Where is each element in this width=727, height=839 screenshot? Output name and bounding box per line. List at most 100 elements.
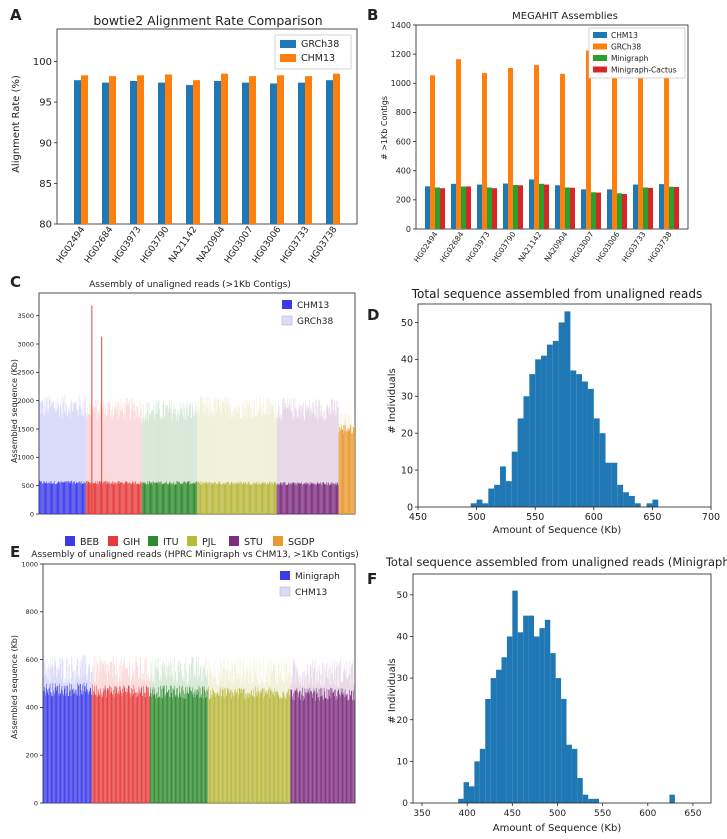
bar-pjl (254, 696, 255, 803)
bar-minigraph-cactus (544, 184, 549, 229)
bar-grch38 (267, 397, 269, 514)
bar-beb (67, 483, 68, 514)
bar-stu (289, 484, 291, 514)
bar-stu (327, 482, 329, 514)
bar-stu (345, 696, 347, 803)
bar-grch38 (248, 403, 249, 514)
bar-beb (60, 480, 62, 514)
bar-pjl (251, 484, 252, 514)
bar-itu (179, 685, 180, 803)
bar-pjl (224, 688, 225, 803)
bar-grch38 (328, 414, 329, 514)
bar-pjl (263, 698, 264, 803)
bar-grch38 (40, 414, 42, 514)
bar-pjl (240, 688, 241, 803)
bar-grch38 (191, 417, 192, 514)
bar-minigraph-cactus (518, 185, 523, 229)
bar-gih (123, 686, 125, 803)
bar-gih (116, 687, 117, 803)
bar-grch38 (199, 396, 201, 514)
bar-grch38 (159, 415, 161, 514)
bar-grch38 (122, 404, 123, 514)
bar-grch38 (39, 403, 41, 514)
bar-stu (332, 482, 334, 514)
bar-sgdp (345, 425, 346, 514)
histogram-bar (535, 359, 542, 507)
bar-minigraph-cactus (596, 192, 601, 229)
bar-pjl (207, 688, 209, 803)
bar-pjl (218, 482, 219, 514)
bar-pjl (198, 482, 200, 514)
bar-itu (183, 690, 184, 803)
bar-itu (184, 698, 186, 803)
bar-itu (192, 483, 193, 514)
y-tick-label: 800 (396, 108, 411, 117)
bar-stu (291, 483, 293, 514)
bar-gih (106, 481, 107, 514)
bar-gih (111, 482, 112, 514)
bar-gih (122, 692, 124, 803)
bar-pjl (273, 482, 275, 514)
bar-grch38 (199, 408, 201, 514)
bar-chm13 (607, 189, 612, 229)
bar-grch38 (179, 415, 180, 514)
bar-stu (348, 699, 350, 803)
bar-pjl (270, 482, 271, 514)
bar-grch38 (95, 406, 97, 514)
bar-grch38 (274, 416, 276, 514)
bar-beb (64, 482, 66, 514)
bar-grch38 (214, 81, 221, 224)
bar-stu (322, 482, 324, 514)
bar-grch38 (87, 407, 89, 514)
bar-pjl (246, 694, 247, 803)
bar-grch38 (213, 414, 214, 514)
bar-gih (108, 483, 110, 514)
bar-pjl (220, 483, 221, 514)
y-tick-label: 1000 (21, 560, 38, 568)
bar-chm13 (333, 73, 340, 224)
bar-grch38 (281, 420, 283, 514)
bar-grch38 (134, 420, 136, 514)
bar-grch38 (179, 401, 181, 514)
y-tick-label: 100 (33, 57, 52, 68)
bar-stu (282, 483, 283, 514)
bar-stu (298, 697, 299, 803)
bar-stu (291, 689, 293, 803)
population-label-stu: STU (244, 537, 263, 548)
bar-sgdp (352, 426, 354, 514)
bar-beb (87, 690, 88, 803)
bar-grch38 (173, 409, 174, 514)
bar-gih (123, 482, 125, 514)
bar-beb (54, 484, 56, 514)
bar-beb (84, 686, 85, 803)
bar-itu (170, 484, 172, 514)
bar-grch38 (278, 405, 280, 514)
bar-pjl (210, 482, 212, 514)
population-label-beb: BEB (80, 537, 99, 548)
bar-stu (307, 482, 309, 514)
bar-itu (164, 696, 166, 803)
bar-stu (347, 694, 348, 803)
bar-beb (41, 483, 43, 514)
bar-grch38 (133, 402, 134, 514)
bar-grch38 (107, 413, 109, 514)
bar-stu (276, 484, 278, 514)
bar-itu (163, 685, 164, 803)
bar-grch38 (323, 410, 325, 514)
bar-stu (303, 483, 305, 514)
bar-itu (165, 692, 167, 803)
bar-itu (205, 692, 207, 803)
bar-beb (46, 683, 47, 803)
bar-grch38 (227, 398, 228, 514)
bar-beb (64, 688, 66, 803)
chart-title-e: Assembly of unaligned reads (HPRC Minigr… (31, 550, 358, 560)
bar-grch38 (152, 409, 154, 514)
bar-grch38 (176, 420, 177, 514)
bar-pjl (232, 692, 233, 803)
bar-grch38 (99, 404, 101, 514)
bar-pjl (213, 690, 214, 803)
bar-grch38 (294, 419, 295, 514)
bar-pjl (217, 484, 218, 514)
bar-itu (165, 482, 166, 514)
bar-stu (319, 483, 320, 514)
